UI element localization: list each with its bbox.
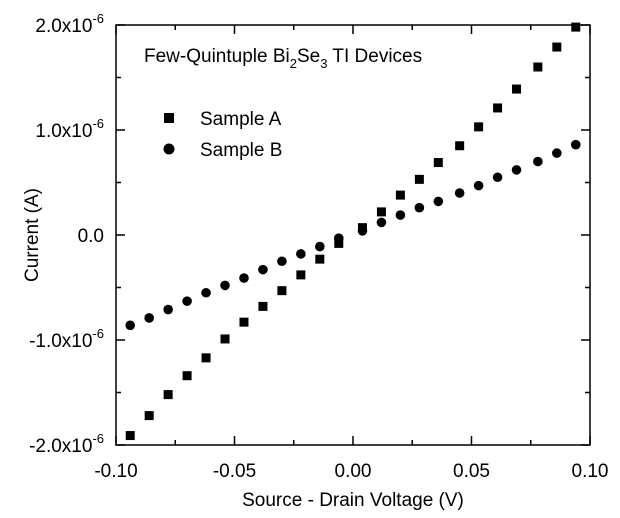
data-point-sample-a <box>277 286 287 296</box>
data-point-sample-b <box>258 264 268 275</box>
data-point-sample-a <box>376 207 386 217</box>
y-tick-exponent: -6 <box>92 116 104 131</box>
legend-label-sample-a: Sample A <box>200 109 282 130</box>
y-tick-mantissa: -2.0x10 <box>29 436 92 457</box>
data-point-sample-b <box>492 172 503 183</box>
data-point-sample-b <box>533 156 543 167</box>
series-sample-b <box>125 139 581 331</box>
data-point-sample-a <box>163 390 173 400</box>
data-point-sample-a <box>334 238 344 248</box>
data-point-sample-a <box>182 371 192 381</box>
data-point-sample-b <box>552 148 562 158</box>
y-tick-exponent: -6 <box>92 11 104 26</box>
y-tick-exponent: -6 <box>92 431 104 446</box>
data-point-sample-a <box>239 317 249 327</box>
tick-marks <box>115 24 591 446</box>
data-point-sample-b <box>357 226 368 236</box>
chart-title-sub-3: 3 <box>320 56 327 71</box>
data-point-sample-a <box>533 62 543 72</box>
data-point-sample-b <box>182 296 192 306</box>
data-point-sample-b <box>333 233 344 243</box>
legend: Sample A Sample B <box>163 109 282 161</box>
x-tick-label: 0.00 <box>335 461 372 482</box>
data-point-sample-b <box>163 304 173 315</box>
x-tick-labels: -0.10 -0.05 0.00 0.05 0.10 <box>94 461 608 482</box>
y-tick-label: 0.0 <box>78 226 104 247</box>
data-point-sample-a <box>201 353 211 363</box>
x-tick-label: 0.05 <box>453 461 490 482</box>
data-point-sample-b <box>454 188 465 198</box>
chart-title-part-5: TI Devices <box>327 46 422 67</box>
data-point-sample-b <box>144 313 154 323</box>
data-point-sample-b <box>125 320 136 331</box>
y-tick-label: -2.0x10-6 <box>29 431 104 457</box>
data-point-sample-a <box>315 254 325 264</box>
data-point-sample-b <box>201 287 211 298</box>
data-point-sample-a <box>220 334 230 344</box>
y-tick-mantissa: 2.0x10 <box>35 16 92 37</box>
data-point-sample-a <box>571 22 581 32</box>
data-point-sample-b <box>315 241 325 252</box>
legend-label-sample-b: Sample B <box>200 140 282 161</box>
data-point-sample-b <box>395 210 406 220</box>
data-point-sample-a <box>455 141 465 151</box>
legend-marker-sample-a <box>164 113 174 123</box>
x-axis-title: Source - Drain Voltage (V) <box>242 490 464 511</box>
data-point-sample-b <box>239 273 249 283</box>
data-point-sample-a <box>512 84 522 94</box>
data-point-sample-b <box>433 196 444 207</box>
data-point-sample-a <box>395 190 405 200</box>
data-point-sample-b <box>570 139 581 150</box>
series-sample-a <box>125 22 581 441</box>
x-tick-label: -0.10 <box>94 461 137 482</box>
data-point-sample-b <box>414 202 425 213</box>
y-tick-exponent: -6 <box>92 326 104 341</box>
chart-title-sub-2: 2 <box>290 56 297 71</box>
data-point-sample-a <box>552 42 562 52</box>
chart-title: Few-Quintuple Bi2Se3 TI Devices <box>144 46 422 71</box>
y-tick-label: -1.0x10-6 <box>29 326 104 352</box>
x-tick-label: -0.05 <box>213 461 256 482</box>
data-point-sample-a <box>474 122 484 132</box>
y-axis-title: Current (A) <box>22 188 43 282</box>
y-tick-labels: 2.0x10-61.0x10-60.0-1.0x10-6-2.0x10-6 <box>29 11 104 457</box>
chart-title-part-3: Se <box>297 46 320 67</box>
legend-marker-sample-b <box>163 143 175 155</box>
y-tick-mantissa: 1.0x10 <box>35 121 92 142</box>
y-tick-mantissa: 0.0 <box>78 226 104 247</box>
data-point-sample-a <box>144 411 154 421</box>
data-point-sample-b <box>296 249 306 259</box>
data-point-sample-b <box>277 256 287 267</box>
y-tick-label: 2.0x10-6 <box>35 11 104 37</box>
y-tick-mantissa: -1.0x10 <box>29 331 92 352</box>
data-point-sample-a <box>433 158 443 168</box>
x-tick-label: 0.10 <box>572 461 609 482</box>
data-point-sample-a <box>493 103 503 113</box>
y-tick-label: 1.0x10-6 <box>35 116 104 142</box>
data-point-sample-b <box>220 280 230 291</box>
data-point-sample-a <box>296 270 306 280</box>
data-point-sample-b <box>473 180 484 191</box>
chart-title-part-1: Few-Quintuple Bi <box>144 46 290 67</box>
data-point-sample-a <box>414 174 424 184</box>
data-point-sample-a <box>125 431 135 441</box>
data-point-sample-b <box>511 165 522 175</box>
data-point-sample-b <box>376 217 387 228</box>
series-layer <box>125 22 581 441</box>
data-point-sample-a <box>258 301 268 311</box>
